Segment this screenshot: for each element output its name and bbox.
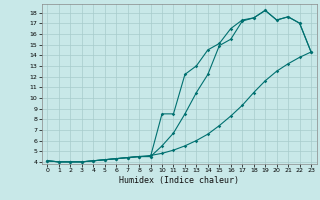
X-axis label: Humidex (Indice chaleur): Humidex (Indice chaleur) (119, 176, 239, 185)
